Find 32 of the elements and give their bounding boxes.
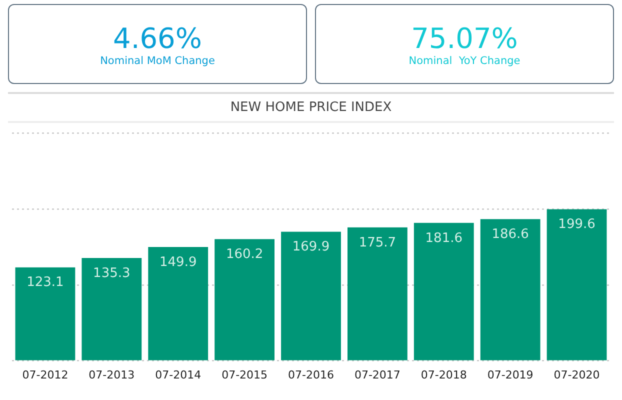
data-label: 199.6 bbox=[558, 217, 596, 232]
bar bbox=[480, 219, 540, 360]
text: 4.66% bbox=[113, 22, 202, 54]
bar bbox=[148, 246, 208, 360]
x-tick-label: 07-2018 bbox=[420, 368, 467, 382]
data-label: 175.7 bbox=[358, 235, 396, 250]
text: 75.07% bbox=[411, 22, 518, 54]
bar bbox=[82, 258, 142, 360]
bar bbox=[281, 232, 341, 360]
x-tick-label: 07-2013 bbox=[88, 368, 135, 382]
x-tick-label: 07-2014 bbox=[155, 368, 202, 382]
chart-title: NEW HOME PRICE INDEX bbox=[8, 94, 614, 123]
x-tick-label: 07-2015 bbox=[222, 368, 268, 382]
data-label: 123.1 bbox=[26, 275, 64, 290]
x-tick-label: 07-2019 bbox=[487, 368, 534, 382]
bar bbox=[15, 267, 76, 360]
x-tick-label: 07-2017 bbox=[354, 368, 400, 382]
data-label: 135.3 bbox=[93, 266, 130, 281]
x-tick-label: 07-2012 bbox=[22, 368, 68, 382]
x-tick-label: 07-2020 bbox=[554, 368, 600, 382]
bar bbox=[414, 222, 474, 360]
bar bbox=[546, 209, 607, 360]
data-label: 181.6 bbox=[425, 230, 462, 246]
data-label: 186.6 bbox=[492, 226, 529, 242]
data-label: 160.2 bbox=[226, 247, 264, 262]
text: Nominal MoM Change bbox=[100, 54, 215, 66]
data-label: 149.9 bbox=[160, 254, 197, 270]
bar bbox=[214, 239, 275, 360]
bar bbox=[347, 227, 408, 360]
x-tick-label: 07-2016 bbox=[288, 368, 334, 382]
text: Nominal YoY Change bbox=[408, 54, 520, 66]
data-label: 169.9 bbox=[292, 240, 330, 255]
